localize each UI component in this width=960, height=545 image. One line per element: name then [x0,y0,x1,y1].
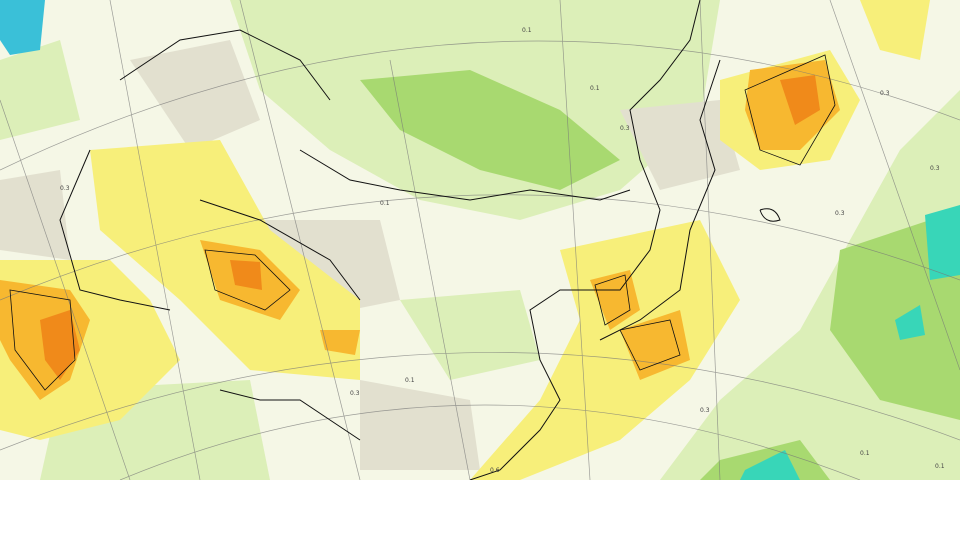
contours [9,54,836,391]
coastlines [59,0,781,480]
contour-label: 0.3 [835,210,845,217]
contour-label: 0.3 [930,165,940,172]
contour-label: 0.1 [522,27,532,34]
contour-label: 0.1 [405,377,415,384]
teal-areas [0,0,960,480]
contour-label: 0.1 [380,200,390,207]
contour-label: 0.6 [490,467,500,474]
contour-label: 0.3 [620,125,630,132]
dark-orange-areas [40,75,820,380]
contour-label: 0.3 [350,390,360,397]
contour-label: 0.1 [590,85,600,92]
contour-label: 0.3 [880,90,890,97]
contour-label: 0.3 [700,407,710,414]
contour-label: 0.1 [935,463,945,470]
contour-label: 0.3 [60,185,70,192]
contour-label: 0.1 [860,450,870,457]
map: 0.1 0.3 0.1 0.3 0.1 0.3 0.1 0.3 0.6 0.1 … [0,0,960,480]
graticule [0,0,960,480]
